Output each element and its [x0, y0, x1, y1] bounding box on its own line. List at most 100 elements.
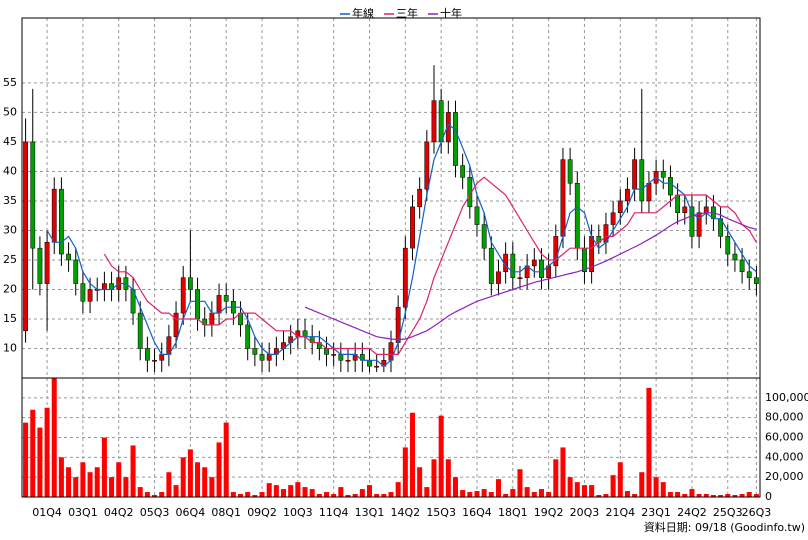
x-tick-label: 10Q3: [283, 506, 313, 519]
legend-label: 十年: [440, 6, 462, 20]
volume-bar: [23, 422, 29, 497]
candle-body: [410, 206, 415, 249]
volume-bar: [230, 492, 236, 497]
volume-bar: [610, 475, 616, 497]
volume-bar: [452, 477, 458, 497]
volume-bar: [331, 494, 337, 497]
volume-bar: [474, 491, 480, 497]
candle-body: [488, 247, 494, 284]
candle-body: [531, 259, 537, 267]
volume-bar: [144, 492, 150, 497]
candle-body: [137, 312, 143, 349]
candle-body: [338, 354, 344, 361]
volume-bar: [87, 472, 93, 497]
candle-body: [582, 247, 587, 273]
candle-body: [567, 159, 573, 184]
x-tick-label: 24Q2: [677, 506, 707, 519]
candle-body: [474, 206, 480, 225]
candle-body: [696, 212, 702, 237]
candle-body: [180, 277, 186, 314]
candle-body: [460, 165, 466, 178]
x-tick-label: 15Q3: [426, 506, 456, 519]
volume-bar: [424, 487, 430, 497]
y2-tick-label: 80,000: [765, 411, 804, 424]
y-tick-label: 10: [3, 341, 17, 354]
volume-bar: [58, 457, 64, 497]
volume-bar: [130, 445, 136, 497]
volume-bar: [195, 462, 201, 497]
x-tick-label: 13Q1: [355, 506, 385, 519]
volume-bar: [94, 467, 100, 497]
volume-bar: [660, 482, 666, 497]
volume-bar: [653, 477, 659, 497]
volume-bar: [123, 477, 129, 497]
candle-body: [424, 141, 430, 190]
x-tick-label: 21Q4: [605, 506, 635, 519]
volume-bar: [324, 492, 330, 497]
x-tick-label: 01Q4: [32, 506, 62, 519]
candle-body: [223, 295, 229, 302]
candle-body: [80, 283, 86, 302]
candle-body: [302, 330, 308, 337]
volume-bar: [481, 489, 487, 497]
volume-bar: [180, 457, 186, 497]
candle-body: [445, 112, 451, 143]
volume-bar: [173, 485, 179, 497]
candle-body: [746, 271, 752, 278]
volume-bar: [517, 469, 523, 497]
volume-bar: [37, 427, 43, 497]
candle-body: [209, 312, 215, 326]
candle-body: [374, 365, 380, 368]
panel-border: [21, 377, 761, 498]
volume-bar: [30, 409, 36, 497]
candle-body: [682, 206, 688, 214]
y-tick-label: 55: [3, 76, 17, 89]
volume-bar: [503, 494, 509, 497]
volume-bar: [467, 492, 473, 497]
candle-body: [101, 283, 107, 290]
candle-body: [51, 188, 57, 243]
y2-tick-label: 100,000: [765, 391, 808, 404]
volume-bar: [281, 489, 287, 497]
volume-bar: [159, 492, 165, 497]
candle-body: [152, 360, 157, 362]
volume-bar: [574, 482, 580, 497]
volume-bar: [445, 459, 451, 497]
volume-bar: [187, 449, 193, 497]
candle-body: [510, 253, 516, 278]
volume-bar: [216, 442, 222, 497]
volume-bar: [746, 492, 752, 497]
volume-bar: [395, 482, 401, 497]
candle-body: [453, 112, 458, 166]
y2-tick-label: 20,000: [765, 470, 804, 483]
candle-body: [632, 159, 638, 190]
volume-bar: [431, 459, 437, 497]
x-tick-label: 14Q2: [391, 506, 421, 519]
volume-bar: [417, 467, 423, 497]
y-tick-label: 35: [3, 194, 17, 207]
candle-body: [610, 212, 616, 225]
volume-bar: [66, 467, 72, 497]
volume-bar: [338, 487, 344, 497]
x-tick-label: 09Q2: [247, 506, 277, 519]
ma-line: [103, 176, 757, 355]
volume-bar: [675, 492, 681, 497]
candle-body: [259, 354, 265, 361]
volume-bar: [366, 485, 373, 497]
volume-bar: [488, 492, 494, 497]
volume-bar: [402, 447, 408, 497]
candle-body: [574, 182, 580, 249]
candle-body: [73, 259, 79, 284]
candle-body: [639, 159, 645, 202]
volume-bar: [302, 487, 308, 497]
y-tick-label: 15: [3, 312, 17, 325]
volume-bar: [316, 494, 322, 497]
candle-body: [44, 242, 50, 284]
candle-body: [23, 141, 28, 332]
x-tick-label: 26Q3: [742, 506, 772, 519]
volume-bar: [238, 494, 244, 497]
volume-bar: [352, 494, 358, 497]
candle-body: [266, 354, 272, 361]
